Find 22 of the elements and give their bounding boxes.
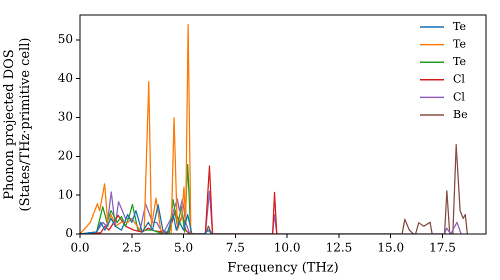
legend-label: Cl (453, 90, 466, 104)
y-tick-label: 10 (58, 187, 73, 202)
x-tick-label: 5.0 (174, 240, 194, 254)
y-tick-label: 0 (65, 226, 73, 240)
y-tick-label: 30 (58, 110, 73, 124)
y-tick-label: 50 (58, 32, 73, 46)
y-tick-label: 20 (58, 148, 73, 162)
legend-label: Cl (453, 72, 466, 86)
x-tick-label: 7.5 (226, 240, 245, 254)
x-tick-label: 12.5 (326, 240, 352, 254)
x-tick-label: 17.5 (429, 240, 456, 254)
legend-label: Te (453, 55, 466, 68)
x-tick-label: 0.0 (70, 240, 90, 254)
x-axis-title: Frequency (THz) (227, 260, 339, 276)
x-tick-label: 15.0 (377, 240, 404, 254)
x-tick-label: 10.0 (274, 240, 300, 254)
legend-label: Be (453, 108, 468, 121)
legend-label: Te (453, 37, 466, 50)
x-tick-label: 2.5 (122, 240, 142, 254)
y-axis-title: Phonon projected DOS (States/THz·primitive cell) (2, 37, 33, 212)
legend-label: Te (453, 20, 466, 33)
y-tick-label: 40 (58, 70, 73, 85)
